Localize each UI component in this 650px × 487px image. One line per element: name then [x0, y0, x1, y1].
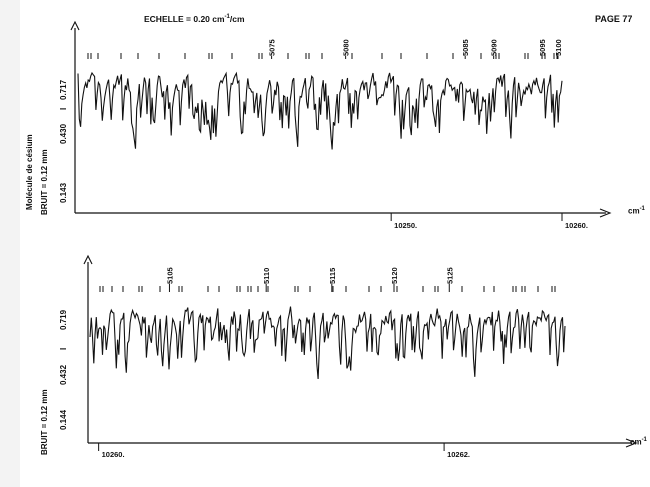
x-tick-label: 10250. — [394, 221, 417, 230]
y-tick-label: 0.143 — [59, 182, 68, 203]
x-unit-bottom-text: cm — [630, 437, 642, 447]
y-marker: I — [59, 108, 68, 110]
x-unit-top-sup: -1 — [639, 206, 645, 212]
spectrum-trace — [77, 71, 563, 150]
scale-label-text: ECHELLE = 0.20 cm — [144, 14, 225, 24]
line-number-label: 5105 — [165, 267, 174, 284]
x-unit-top: cm-1 — [628, 206, 645, 216]
line-number-label: 5080 — [342, 39, 351, 56]
x-unit-bottom: cm-1 — [630, 437, 647, 447]
line-number-label: 5100 — [554, 39, 563, 56]
page-number: PAGE 77 — [595, 14, 633, 24]
line-number-label: 5110 — [262, 268, 271, 284]
scale-label-sup: -1 — [224, 14, 230, 21]
line-number-label: 5075 — [268, 39, 277, 56]
y-marker: I — [59, 348, 68, 350]
y-tick-label: 0.717 — [59, 79, 68, 100]
y-tick-label: 0.144 — [59, 409, 68, 430]
y-tick-label: 0.432 — [59, 364, 68, 385]
line-number-label: 5085 — [461, 39, 470, 56]
line-number-label: 5090 — [490, 39, 499, 56]
line-number-label: 5095 — [538, 39, 547, 56]
x-unit-top-text: cm — [628, 206, 640, 216]
x-axis-arrow — [625, 438, 638, 448]
scale-label-unit: /cm — [229, 14, 245, 24]
y-tick-label: 0.719 — [59, 309, 68, 330]
x-tick-label: 10260. — [102, 450, 125, 459]
y-tick-label: 0.430 — [59, 123, 68, 144]
x-tick-label: 10262. — [447, 450, 470, 459]
x-unit-bottom-sup: -1 — [641, 437, 647, 443]
x-tick-label: 10260. — [565, 221, 588, 230]
scan-edge — [0, 0, 20, 487]
spectrum-trace — [89, 306, 566, 380]
line-number-label: 5120 — [390, 267, 399, 284]
scale-label: ECHELLE = 0.20 cm-1/cm — [144, 14, 245, 24]
y-axis-arrow — [70, 20, 80, 31]
x-axis-arrow — [599, 208, 612, 218]
y-axis-arrow — [83, 254, 93, 265]
line-number-label: 5115 — [328, 268, 337, 284]
line-number-label: 5125 — [445, 267, 454, 284]
